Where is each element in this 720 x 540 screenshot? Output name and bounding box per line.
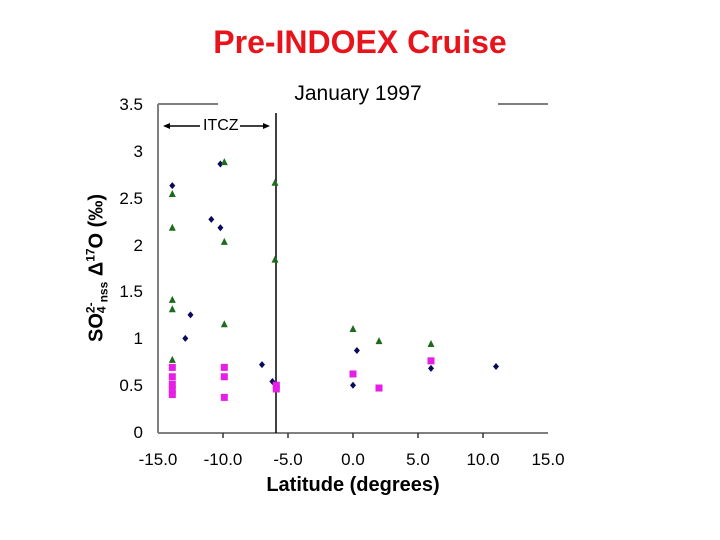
- x-tick-label: 10.0: [466, 450, 500, 469]
- diamond-marker: [493, 362, 499, 370]
- square-marker: [220, 363, 228, 371]
- triangle-marker: [168, 295, 176, 303]
- square-marker: [272, 385, 280, 393]
- diamond-marker: [217, 224, 224, 232]
- square-marker: [168, 363, 176, 371]
- y-tick-label: 3.5: [119, 95, 143, 114]
- square-marker: [168, 391, 176, 399]
- diamond-marker: [353, 347, 360, 355]
- triangle-marker: [271, 255, 279, 263]
- triangle-marker: [168, 190, 176, 198]
- triangle-marker: [271, 178, 279, 186]
- square-marker: [375, 384, 383, 392]
- chart-subtitle: January 1997: [218, 83, 498, 105]
- triangle-marker: [168, 355, 176, 363]
- y-tick-label: 1: [133, 329, 143, 349]
- itcz-label: ITCZ: [202, 117, 240, 135]
- diamond-marker: [350, 381, 356, 389]
- diamond-marker: [428, 364, 434, 372]
- triangle-marker: [220, 158, 228, 166]
- triangle-marker: [168, 305, 176, 313]
- square-marker: [349, 370, 357, 378]
- square-marker: [220, 393, 228, 401]
- x-tick-label: -15.0: [138, 450, 178, 469]
- y-tick-label: 0.5: [119, 376, 143, 396]
- y-tick-label: 2: [133, 235, 143, 255]
- chart-title: Pre-INDOEX Cruise: [213, 24, 507, 60]
- triangle-marker: [168, 223, 176, 231]
- x-tick-label: -5.0: [273, 450, 303, 469]
- diamond-marker: [182, 334, 189, 342]
- triangle-marker: [427, 339, 435, 347]
- y-tick-label: 1.5: [119, 282, 143, 302]
- diamond-marker: [259, 361, 265, 369]
- y-tick-label: 3: [133, 141, 143, 161]
- square-marker: [220, 373, 228, 381]
- square-marker: [168, 380, 176, 388]
- triangle-marker: [375, 337, 383, 345]
- y-tick-label: 0: [133, 423, 143, 442]
- x-tick-label: 0.0: [341, 450, 365, 469]
- square-marker: [168, 386, 176, 394]
- itcz-arrow: [163, 123, 270, 129]
- x-axis-label: Latitude (degrees): [266, 474, 440, 496]
- y-tick-label: 2.5: [119, 188, 143, 208]
- diamond-marker: [187, 311, 194, 319]
- y-axis-label: SO 2- 4 nss Δ17O (‰): [83, 194, 111, 342]
- x-tick-label: -10.0: [203, 450, 243, 469]
- diamond-marker: [208, 215, 215, 223]
- triangle-marker: [349, 324, 357, 332]
- x-tick-label: 5.0: [406, 450, 430, 469]
- diamond-marker: [217, 160, 224, 168]
- square-marker: [272, 381, 280, 389]
- data-points: [168, 158, 499, 401]
- x-tick-label: 15.0: [531, 450, 565, 469]
- triangle-marker: [220, 237, 228, 245]
- square-marker: [168, 373, 176, 381]
- triangle-marker: [220, 320, 228, 328]
- diamond-marker: [169, 182, 176, 190]
- x-axis-ticks: [222, 433, 484, 438]
- square-marker: [427, 357, 435, 365]
